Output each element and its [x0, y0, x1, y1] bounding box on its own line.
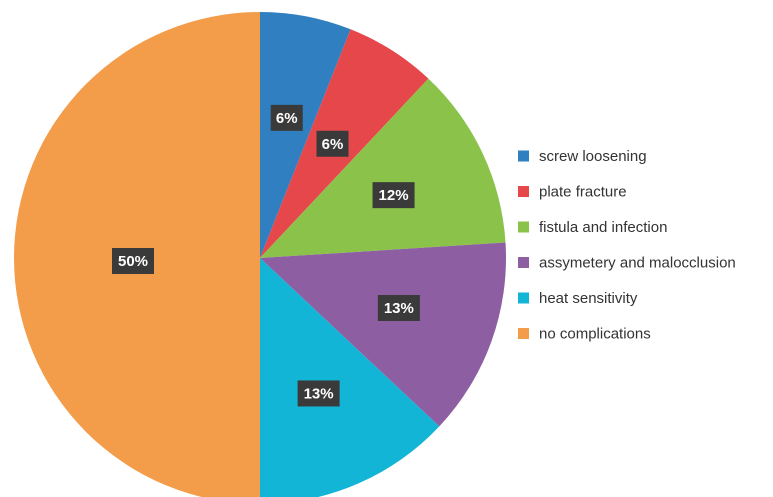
data-label-text: 13%	[384, 300, 414, 317]
legend-swatch	[518, 328, 529, 339]
legend-label: heat sensitivity	[539, 290, 638, 307]
data-label-screw-loosening: 6%	[270, 104, 303, 131]
data-label-heat-sensitivity: 13%	[297, 380, 340, 407]
legend-label: fistula and infection	[539, 219, 667, 236]
legend-item-screw-loosening: screw loosening	[518, 148, 647, 165]
legend-item-assymetery-and-malocclusion: assymetery and malocclusion	[518, 255, 736, 272]
legend-label: assymetery and malocclusion	[539, 255, 736, 272]
pie-slices	[14, 12, 506, 497]
legend-swatch	[518, 186, 529, 197]
legend-swatch	[518, 221, 529, 233]
legend-swatch	[518, 292, 529, 304]
pie-slice-fistula-and-infection	[260, 78, 506, 258]
data-label-text: 12%	[379, 187, 409, 204]
legend-item-heat-sensitivity: heat sensitivity	[518, 290, 638, 307]
data-label-fistula-and-infection: 12%	[372, 182, 415, 209]
legend-label: screw loosening	[539, 148, 647, 165]
data-label-plate-fracture: 6%	[316, 130, 349, 157]
data-label-box	[372, 182, 415, 209]
legend: screw loosening plate fracture fistula and…	[518, 148, 736, 343]
data-label-text: 13%	[304, 385, 334, 402]
pie-slice-assymetery-and-malocclusion	[260, 242, 506, 427]
legend-swatch	[518, 257, 529, 268]
data-label-text: 6%	[322, 136, 344, 153]
data-label-assymetery-and-malocclusion: 13%	[377, 294, 420, 321]
legend-item-fistula-and-infection: fistula and infection	[518, 219, 667, 236]
data-label-no-complications: 50%	[112, 248, 154, 274]
data-label-box	[377, 294, 420, 321]
legend-item-no-complications: no complications	[518, 326, 651, 343]
data-label-text: 6%	[276, 110, 298, 127]
legend-swatch	[518, 150, 529, 162]
data-label-box	[270, 104, 303, 131]
pie-data-labels: 6% 6% 12% 13% 13% 50%	[112, 104, 420, 407]
legend-item-plate-fracture: plate fracture	[518, 184, 627, 201]
data-label-text: 50%	[118, 253, 148, 270]
data-label-box	[316, 130, 349, 157]
data-label-box	[112, 248, 154, 274]
pie-slice-heat-sensitivity	[260, 258, 440, 497]
pie-slice-screw-loosening	[260, 12, 351, 258]
data-label-box	[297, 380, 340, 407]
legend-label: plate fracture	[539, 184, 627, 201]
legend-label: no complications	[539, 326, 651, 343]
